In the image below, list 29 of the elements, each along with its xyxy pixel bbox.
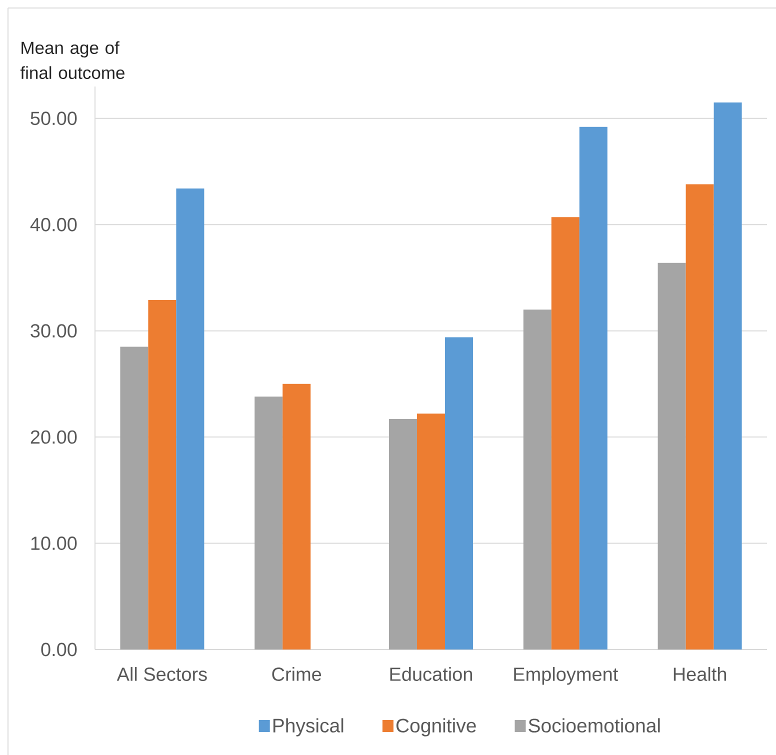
bar xyxy=(551,217,580,650)
x-tick-label: Employment xyxy=(514,667,618,685)
y-tick-label: 40.00 xyxy=(30,218,77,232)
legend-label: Physical xyxy=(273,718,344,736)
y-tick-label: 20.00 xyxy=(30,430,77,444)
bar xyxy=(445,337,473,650)
bar xyxy=(658,262,686,650)
bar xyxy=(523,310,552,650)
bar xyxy=(148,300,176,650)
bar xyxy=(417,414,446,650)
legend-label: Socioemotional xyxy=(528,718,660,733)
bar xyxy=(120,346,148,650)
bar xyxy=(176,188,204,650)
x-tick-label: Health xyxy=(674,667,726,681)
x-tick-label: Crime xyxy=(272,667,322,681)
y-tick-label: 50.00 xyxy=(30,112,77,126)
bar xyxy=(282,384,311,650)
y-tick-label: 10.00 xyxy=(31,536,77,550)
bar xyxy=(714,102,742,650)
y-axis-title: Mean age of final outcome xyxy=(20,41,124,80)
bar xyxy=(686,184,714,650)
bar xyxy=(254,396,283,650)
legend-label: Cognitive xyxy=(396,718,476,736)
bar xyxy=(389,418,418,650)
x-tick-label: All Sectors xyxy=(116,667,207,681)
y-tick-label: 30.00 xyxy=(30,324,77,338)
bar xyxy=(579,126,608,650)
y-tick-label: 0.00 xyxy=(41,642,77,656)
x-tick-label: Education xyxy=(390,667,472,681)
